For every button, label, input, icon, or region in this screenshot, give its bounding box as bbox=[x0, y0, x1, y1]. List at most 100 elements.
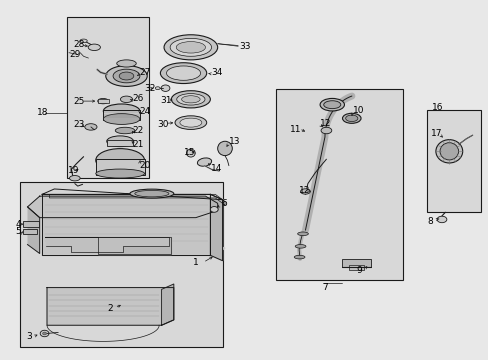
Ellipse shape bbox=[320, 98, 344, 111]
Ellipse shape bbox=[42, 332, 46, 335]
Ellipse shape bbox=[323, 101, 340, 109]
Text: 8: 8 bbox=[427, 217, 433, 226]
Text: 10: 10 bbox=[352, 106, 364, 115]
Circle shape bbox=[210, 207, 218, 212]
Ellipse shape bbox=[176, 41, 205, 53]
Bar bbox=[348, 265, 363, 270]
Bar bbox=[107, 140, 133, 146]
Ellipse shape bbox=[439, 143, 458, 160]
Ellipse shape bbox=[98, 98, 108, 104]
Ellipse shape bbox=[115, 127, 135, 134]
Ellipse shape bbox=[175, 116, 206, 130]
Text: 14: 14 bbox=[211, 164, 222, 173]
Ellipse shape bbox=[119, 72, 134, 80]
Ellipse shape bbox=[96, 149, 144, 172]
Text: 12: 12 bbox=[299, 186, 310, 195]
Text: 1: 1 bbox=[193, 258, 199, 267]
Ellipse shape bbox=[186, 149, 195, 157]
Polygon shape bbox=[44, 237, 171, 253]
Ellipse shape bbox=[105, 66, 147, 86]
Ellipse shape bbox=[80, 39, 87, 42]
Bar bbox=[22, 221, 39, 226]
Ellipse shape bbox=[180, 118, 202, 127]
Text: 7: 7 bbox=[322, 283, 327, 292]
Bar bbox=[276, 89, 402, 280]
Bar bbox=[20, 182, 222, 347]
Text: 15: 15 bbox=[183, 148, 195, 157]
Polygon shape bbox=[42, 194, 210, 255]
Ellipse shape bbox=[297, 232, 308, 235]
Ellipse shape bbox=[345, 115, 357, 122]
Bar bbox=[98, 99, 109, 103]
Ellipse shape bbox=[155, 87, 160, 90]
Ellipse shape bbox=[163, 35, 217, 60]
Ellipse shape bbox=[106, 136, 133, 147]
Ellipse shape bbox=[135, 190, 168, 197]
Text: 23: 23 bbox=[73, 120, 84, 129]
Polygon shape bbox=[161, 284, 173, 325]
Text: 20: 20 bbox=[140, 161, 151, 170]
Ellipse shape bbox=[300, 189, 310, 194]
Ellipse shape bbox=[69, 176, 80, 181]
Polygon shape bbox=[42, 189, 222, 200]
Ellipse shape bbox=[84, 124, 97, 130]
Ellipse shape bbox=[88, 44, 100, 50]
Bar bbox=[96, 159, 144, 175]
Text: 19: 19 bbox=[68, 166, 80, 175]
Ellipse shape bbox=[160, 63, 206, 84]
Text: 33: 33 bbox=[239, 42, 251, 51]
Text: 34: 34 bbox=[211, 68, 222, 77]
Text: 25: 25 bbox=[73, 97, 84, 106]
Ellipse shape bbox=[435, 140, 462, 163]
Text: 21: 21 bbox=[133, 140, 144, 149]
Ellipse shape bbox=[342, 113, 360, 123]
Ellipse shape bbox=[120, 96, 132, 103]
Ellipse shape bbox=[117, 60, 136, 67]
Text: 31: 31 bbox=[160, 95, 172, 104]
Text: 17: 17 bbox=[430, 129, 442, 138]
Text: 29: 29 bbox=[69, 50, 80, 59]
Text: 2: 2 bbox=[107, 303, 112, 312]
Polygon shape bbox=[42, 194, 224, 255]
Text: 27: 27 bbox=[140, 68, 151, 77]
Ellipse shape bbox=[96, 169, 144, 178]
Text: 16: 16 bbox=[431, 103, 443, 112]
Text: 22: 22 bbox=[133, 126, 144, 135]
Ellipse shape bbox=[113, 69, 140, 83]
Text: 32: 32 bbox=[144, 84, 156, 93]
Ellipse shape bbox=[295, 244, 305, 248]
Ellipse shape bbox=[171, 91, 210, 108]
Polygon shape bbox=[47, 288, 173, 325]
Ellipse shape bbox=[436, 216, 446, 223]
Bar bbox=[22, 229, 37, 234]
Bar bbox=[103, 110, 140, 120]
Text: 11: 11 bbox=[289, 125, 301, 134]
Bar bbox=[66, 17, 149, 178]
Ellipse shape bbox=[103, 114, 140, 125]
Polygon shape bbox=[27, 207, 40, 253]
Ellipse shape bbox=[217, 141, 232, 156]
Text: 4: 4 bbox=[15, 220, 21, 229]
Ellipse shape bbox=[130, 189, 173, 198]
Text: 5: 5 bbox=[15, 228, 21, 237]
Text: 3: 3 bbox=[26, 332, 32, 341]
Ellipse shape bbox=[176, 94, 204, 105]
Text: 12: 12 bbox=[320, 119, 331, 128]
Ellipse shape bbox=[166, 66, 200, 80]
Ellipse shape bbox=[197, 158, 211, 166]
Text: 9: 9 bbox=[356, 266, 362, 275]
Text: 6: 6 bbox=[221, 199, 226, 208]
Text: 28: 28 bbox=[73, 40, 84, 49]
Polygon shape bbox=[210, 194, 222, 261]
Text: 30: 30 bbox=[158, 120, 169, 129]
Text: 13: 13 bbox=[228, 137, 240, 146]
Polygon shape bbox=[27, 196, 217, 218]
Text: 26: 26 bbox=[133, 94, 144, 103]
Circle shape bbox=[40, 330, 49, 337]
Polygon shape bbox=[42, 194, 212, 255]
Ellipse shape bbox=[170, 39, 211, 56]
Ellipse shape bbox=[181, 96, 200, 103]
Ellipse shape bbox=[321, 127, 331, 134]
Ellipse shape bbox=[103, 104, 140, 118]
Text: 24: 24 bbox=[140, 107, 151, 116]
